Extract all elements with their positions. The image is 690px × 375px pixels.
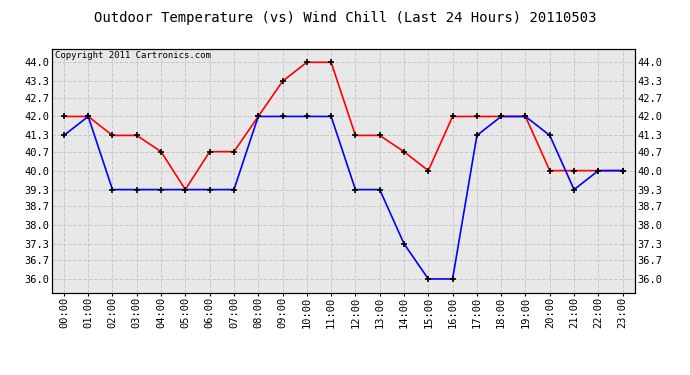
Text: Outdoor Temperature (vs) Wind Chill (Last 24 Hours) 20110503: Outdoor Temperature (vs) Wind Chill (Las… <box>94 11 596 25</box>
Text: Copyright 2011 Cartronics.com: Copyright 2011 Cartronics.com <box>55 51 210 60</box>
